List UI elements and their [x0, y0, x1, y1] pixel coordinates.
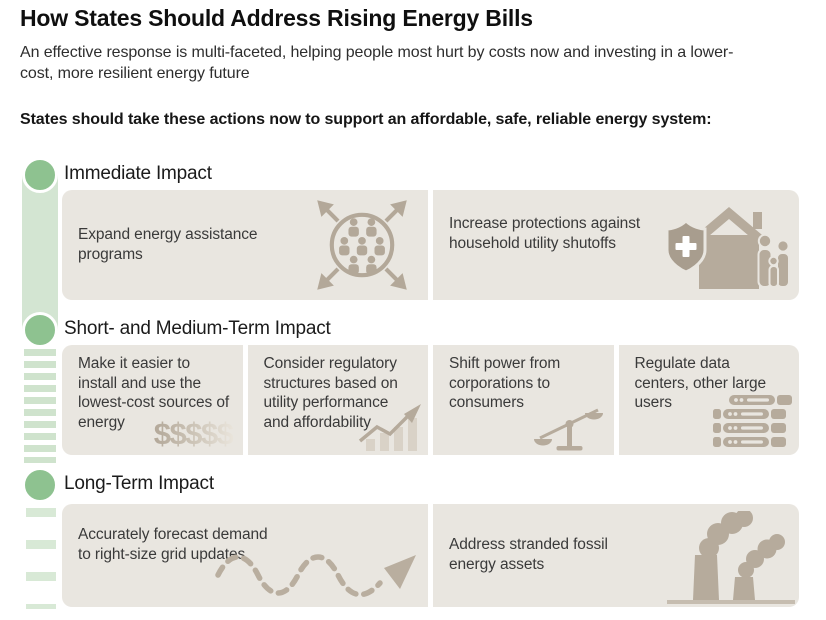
- section-header-long-term: Long-Term Impact: [64, 473, 214, 494]
- timeline-node-long-term: [22, 467, 58, 503]
- rising-chart-icon: [358, 404, 421, 451]
- card-lowest-cost-sources: Make it easier to install and use the lo…: [62, 345, 243, 455]
- row-immediate: Expand energy assistance programs: [62, 190, 799, 300]
- shield-house-family-icon: [665, 207, 790, 289]
- card-text: Expand energy assistance programs: [78, 226, 258, 263]
- card-regulate-data-centers: Regulate data centers, other large users: [618, 345, 799, 455]
- smokestacks-icon: [667, 511, 795, 604]
- card-expand-assistance: Expand energy assistance programs: [62, 190, 428, 300]
- balance-scale-icon: [533, 408, 603, 451]
- card-text: Increase protections against household u…: [449, 215, 641, 252]
- row-long-term: Accurately forecast demand to right-size…: [62, 504, 799, 607]
- intro-line: States should take these actions now to …: [20, 111, 712, 128]
- card-text: Make it easier to install and use the lo…: [78, 355, 230, 431]
- card-shift-power: Shift power from corporations to consume…: [433, 345, 614, 455]
- card-regulatory-structures: Consider regulatory structures based on …: [247, 345, 428, 455]
- timeline-dashed-segment: [24, 349, 56, 463]
- timeline-node-immediate: [22, 157, 58, 193]
- card-utility-shutoff-protections: Increase protections against household u…: [433, 190, 799, 300]
- card-text: Address stranded fossil energy assets: [449, 536, 608, 573]
- card-forecast-demand: Accurately forecast demand to right-size…: [62, 504, 428, 607]
- timeline-solid-segment: [22, 175, 58, 331]
- timeline-node-short-medium: [22, 312, 58, 348]
- people-radiating-icon: [317, 200, 407, 290]
- card-stranded-assets: Address stranded fossil energy assets: [433, 504, 799, 607]
- wavy-forecast-arrow-icon: [215, 554, 416, 598]
- dollar-signs-icon: $$$$$: [153, 416, 234, 451]
- timeline-sparse-dashed-segment: [26, 508, 56, 609]
- row-short-medium: Make it easier to install and use the lo…: [62, 345, 799, 455]
- card-text: Consider regulatory structures based on …: [263, 355, 398, 431]
- section-header-immediate: Immediate Impact: [64, 163, 212, 184]
- card-text: Regulate data centers, other large users: [634, 355, 767, 411]
- server-stack-icon: [713, 395, 792, 447]
- page-title: How States Should Address Rising Energy …: [20, 5, 533, 31]
- section-header-short-medium: Short- and Medium-Term Impact: [64, 318, 331, 339]
- card-text: Accurately forecast demand to right-size…: [78, 526, 268, 563]
- page-subtitle: An effective response is multi-faceted, …: [20, 44, 734, 82]
- card-text: Shift power from corporations to consume…: [449, 355, 561, 411]
